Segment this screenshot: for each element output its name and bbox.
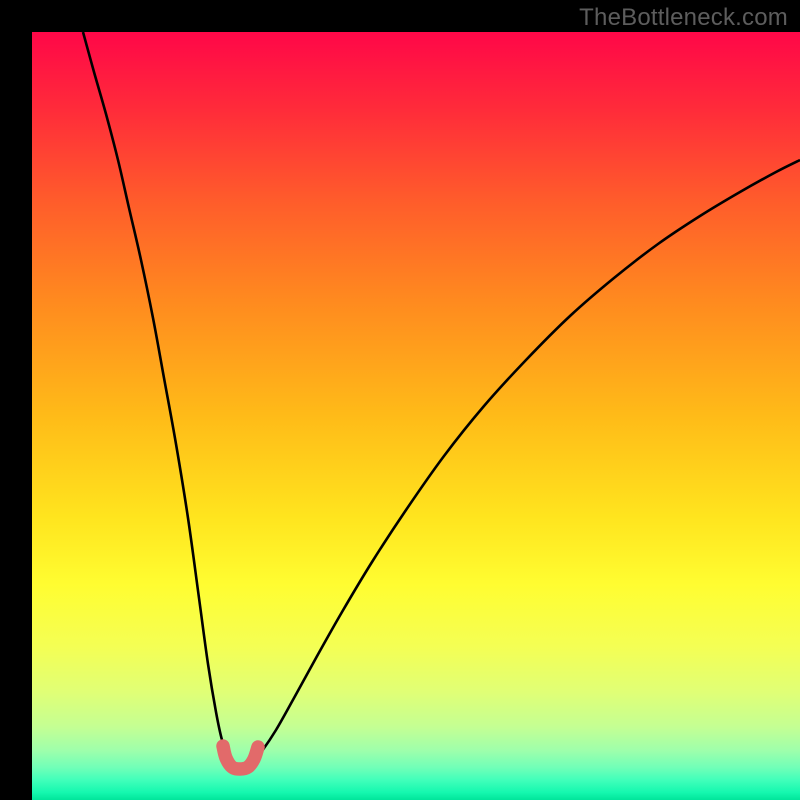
- chart-container: TheBottleneck.com: [0, 0, 800, 800]
- highlight-band: [223, 746, 258, 769]
- curve-layer: [32, 32, 800, 800]
- watermark-text: TheBottleneck.com: [579, 4, 788, 32]
- bottleneck-curve: [83, 32, 800, 769]
- plot-area: [32, 32, 800, 800]
